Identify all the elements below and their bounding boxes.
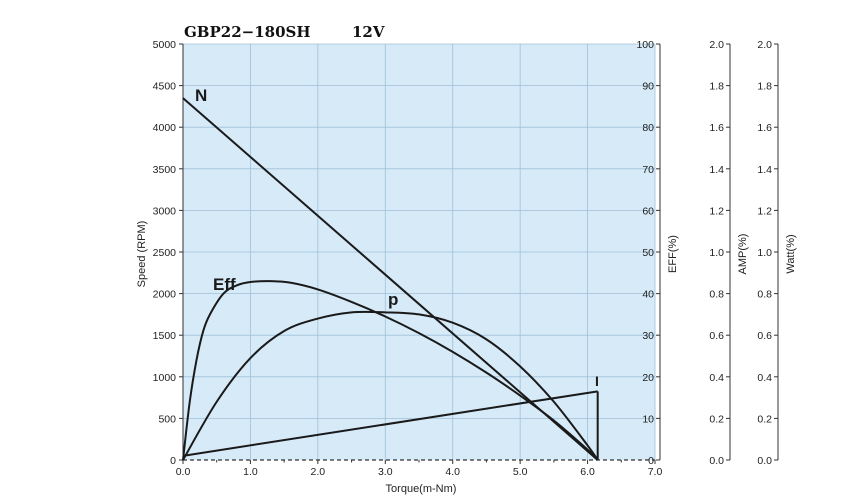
series-eff-label: Eff [213,275,236,294]
grid [183,43,656,460]
amp-tick-label: 0.0 [709,455,724,467]
eff-tick-label: 50 [642,247,654,259]
watt-tick-label: 0.6 [757,330,772,342]
series-n-label: N [195,86,207,105]
watt-tick-label: 1.0 [757,247,772,259]
amp-tick-label: 1.8 [709,81,724,93]
series-n-line [182,97,599,461]
speed-tick-label: 5000 [153,39,177,51]
labels: N Eff p I [195,86,599,389]
amp-tick-label: 1.2 [709,205,724,217]
series-i-line [182,390,598,457]
watt-tick-label: 0.0 [757,455,772,467]
watt-axis-label: Watt(%) [785,234,797,273]
watt-tick-label: 2.0 [757,39,772,51]
amp-tick-label: 1.0 [709,247,724,259]
watt-tick-label: 1.4 [757,164,772,176]
speed-tick-label: 4500 [153,81,177,93]
speed-axis-label: Speed (RPM) [136,221,148,288]
eff-tick-label: 0 [648,455,654,467]
eff-tick-label: 100 [636,39,654,51]
speed-tick-label: 1000 [153,372,177,384]
speed-tick-label: 0 [170,455,176,467]
eff-tick-label: 80 [642,122,654,134]
eff-tick-label: 20 [642,372,654,384]
x-tick-label: 2.0 [311,466,326,478]
speed-tick-label: 2000 [153,289,177,301]
speed-tick-label: 4000 [153,122,177,134]
watt-tick-label: 0.4 [757,372,772,384]
eff-tick-label: 60 [642,205,654,217]
x-tick-label: 5.0 [513,466,528,478]
speed-tick-label: 2500 [153,247,177,259]
eff-tick-label: 40 [642,289,654,301]
speed-tick-label: 3000 [153,205,177,217]
eff-axis-label: EFF(%) [667,235,679,273]
x-tick-label: 6.0 [580,466,595,478]
eff-tick-label: 70 [642,164,654,176]
eff-tick-label: 90 [642,81,654,93]
watt-tick-label: 0.2 [757,413,772,425]
x-tick-label: 0.0 [176,466,191,478]
speed-tick-label: 1500 [153,330,177,342]
series-p-line [182,310,599,461]
series-i-label: I [595,373,599,389]
watt-tick-label: 1.6 [757,122,772,134]
amp-tick-label: 0.4 [709,372,724,384]
watt-tick-label: 0.8 [757,289,772,301]
chart-title: GBP22−180SH [184,23,311,41]
amp-tick-label: 0.8 [709,289,724,301]
x-axis-label: Torque(m-Nm) [386,483,457,495]
speed-tick-label: 3500 [153,164,177,176]
watt-tick-label: 1.2 [757,205,772,217]
amp-tick-label: 0.6 [709,330,724,342]
amp-tick-label: 2.0 [709,39,724,51]
x-tick-label: 1.0 [243,466,258,478]
amp-tick-label: 1.6 [709,122,724,134]
chart-subtitle: 12V [352,23,385,41]
curves [182,97,599,461]
x-tick-label: 4.0 [445,466,460,478]
series-p-label: p [388,290,398,309]
amp-axis-label: AMP(%) [737,234,749,275]
axes: 0.0 1.0 2.0 3.0 4.0 5.0 6.0 7.0Torque(m-Nm)0500… [136,39,797,495]
eff-tick-label: 30 [642,330,654,342]
speed-tick-label: 500 [158,413,176,425]
series-eff-line [182,280,599,461]
amp-tick-label: 1.4 [709,164,724,176]
x-tick-label: 7.0 [648,466,663,478]
x-tick-label: 3.0 [378,466,393,478]
watt-tick-label: 1.8 [757,81,772,93]
amp-tick-label: 0.2 [709,413,724,425]
eff-tick-label: 10 [642,413,654,425]
